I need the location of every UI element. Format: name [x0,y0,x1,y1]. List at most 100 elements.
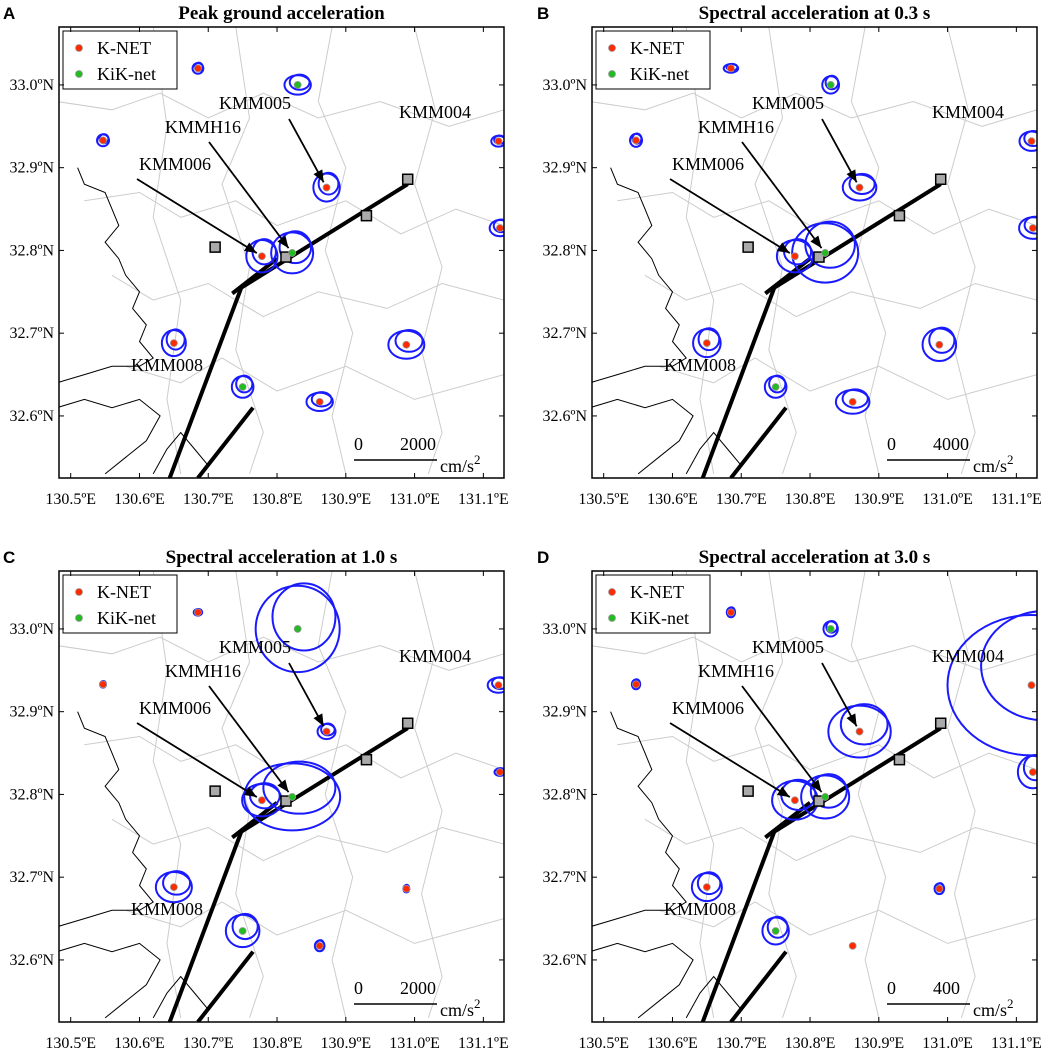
panel-label: A [3,4,15,23]
station-label: KMM006 [672,698,744,718]
station-marker [855,183,864,192]
station-marker [935,884,944,893]
y-tick-label: 32.8ºN [542,786,587,803]
station-marker [238,927,247,935]
scale-unit-sup: 2 [1007,452,1014,467]
coastline [59,167,154,383]
admin-border [317,27,354,475]
y-tick-label: 33.0ºN [542,77,587,94]
station-arrow [136,178,258,254]
scale-unit-sup: 2 [474,996,481,1011]
x-tick-label: 130.8ºE [252,491,303,508]
x-tick-label: 130.5ºE [578,1035,629,1052]
admin-border [644,274,1037,318]
fault-trace [700,286,777,478]
y-tick-label: 32.7ºN [542,869,587,886]
legend-kiknet-marker [608,70,616,78]
station-arrow [821,118,858,183]
amplitude-contour-lobe [235,374,254,394]
fault-trace [167,286,244,478]
amplitude-contour [305,391,334,413]
station-marker [848,397,857,406]
x-tick-label: 130.7ºE [183,491,234,508]
x-tick-label: 131.1ºE [458,491,509,508]
x-tick-label: 130.9ºE [853,1035,904,1052]
amplitude-contour [224,913,261,949]
station-marker [1027,137,1036,146]
amplitude-contour-lobe [231,912,259,941]
scale-zero: 0 [354,434,363,454]
amplitude-contour-lobe [1023,215,1037,235]
admin-border [947,27,976,475]
station-label: KMM004 [399,102,471,122]
panel-title: Spectral acceleration at 1.0 s [166,547,398,568]
station-label: KMM006 [139,154,211,174]
x-tick-label: 131.0ºE [922,491,973,508]
station-arrow [821,662,858,727]
map-frame [58,570,505,1023]
x-tick-label: 130.5ºE [45,491,96,508]
station-arrow [741,685,823,793]
station-marker [1028,224,1037,232]
panel-label: B [537,4,549,23]
amplitude-contour [283,74,312,96]
arrow-head [313,169,324,183]
legend-kiknet-label: KiK-net [97,64,156,84]
amplitude-contour-lobe [1022,753,1037,782]
panel-title: Spectral acceleration at 3.0 s [699,547,931,568]
y-tick-label: 32.7ºN [9,325,54,342]
legend-box [62,574,178,634]
amplitude-contour [1018,130,1037,152]
panel-title: Spectral acceleration at 0.3 s [699,3,931,24]
fault-trace [196,950,255,1022]
arrow-head [846,169,857,183]
station-marker [826,625,835,633]
y-tick-label: 32.9ºN [9,160,54,177]
legend-kiknet-marker [75,614,83,622]
amplitude-contour-lobe [288,73,311,91]
station-marker [293,81,302,89]
station-marker [727,608,735,617]
station-arrow [741,141,823,249]
y-tick-label: 32.8ºN [9,786,54,803]
map-panel-b: B Spectral acceleration at 0.3 s KMM006 KMM… [537,3,1042,508]
amplitude-contour [692,328,722,359]
site-square-marker [813,251,825,263]
scale-unit-sup: 2 [1007,996,1014,1011]
amplitude-contour [1018,216,1037,240]
station-label: KMM008 [131,355,203,375]
amplitude-contour [921,327,958,362]
amplitude-contour [761,916,790,946]
amplitude-contour-lobe [317,171,340,196]
station-label: KMM006 [672,154,744,174]
amplitude-contour-lobe [825,619,839,634]
map-frame [58,26,505,479]
coastline [685,975,742,1019]
admin-border [125,357,504,400]
admin-border [658,357,1037,400]
scale-unit: cm/s2 [973,996,1014,1020]
amplitude-contour-lobe [310,391,333,408]
scale-unit: cm/s2 [440,452,481,476]
amplitude-contour [387,329,426,360]
station-label: KMM008 [664,899,736,919]
site-square-marker [742,785,754,797]
station-marker [494,137,503,146]
station-arrow [208,141,290,249]
y-tick-label: 32.6ºN [542,952,587,969]
station-label: KMM004 [932,102,1004,122]
x-tick-label: 130.5ºE [578,491,629,508]
legend-box [62,30,178,90]
station-marker [790,252,799,261]
amplitude-contour-lobe [162,870,192,896]
station-marker [935,340,944,349]
station-marker [855,727,864,736]
admin-border [947,571,976,1019]
y-tick-label: 32.9ºN [9,704,54,721]
map-layers: KMM006 KMMH16 KMM005 KMM004 KMM008 [592,571,1037,1022]
amplitude-contour-lobe [804,220,856,269]
x-tick-label: 131.1ºE [458,1035,509,1052]
station-marker [727,64,735,73]
amplitude-contour-lobe [839,703,889,746]
station-marker [402,340,411,349]
